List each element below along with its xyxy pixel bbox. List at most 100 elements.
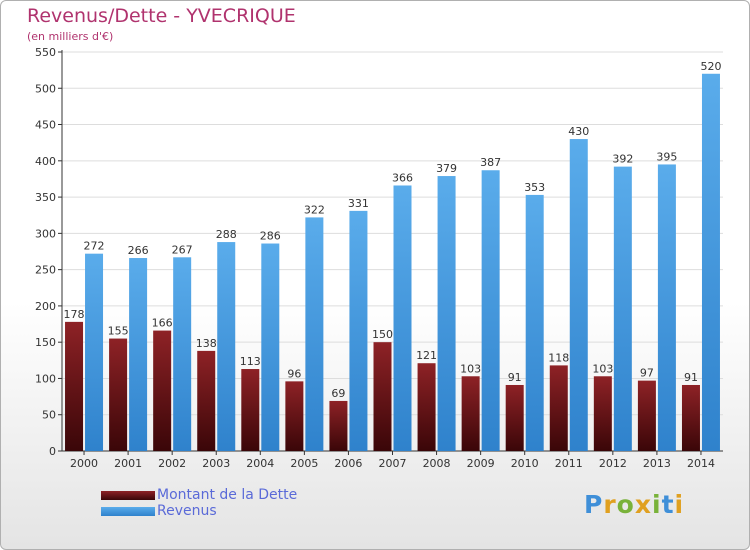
bar-revenue [701,73,720,451]
bar-revenue [657,164,676,452]
bar-debt [461,376,480,451]
logo-letter: P [584,490,604,519]
x-tick-label: 2003 [202,457,230,470]
y-tick-label: 550 [35,46,56,59]
data-label-debt: 121 [416,349,437,362]
legend-label-debt: Montant de la Dette [157,487,298,503]
bar-revenue [393,185,412,451]
bar-revenue [569,139,588,451]
data-label-revenue: 288 [216,228,237,241]
data-label-debt: 150 [372,328,393,341]
y-tick-label: 350 [35,191,56,204]
bar-debt [329,400,348,451]
logo-letter: t [661,490,675,519]
bar-debt [153,330,172,451]
data-label-debt: 103 [460,362,481,375]
x-tick-label: 2001 [114,457,142,470]
y-tick-label: 450 [35,119,56,132]
data-label-debt: 178 [64,308,85,321]
logo-letter: i [674,490,685,519]
data-label-revenue: 286 [260,230,281,243]
bar-revenue [85,253,104,451]
bar-revenue [173,257,192,451]
data-label-revenue: 266 [128,244,149,257]
data-label-revenue: 272 [84,240,105,253]
data-label-revenue: 387 [480,156,501,169]
data-label-debt: 96 [287,367,301,380]
legend: Montant de la Dette Revenus [101,487,297,519]
data-label-revenue: 395 [656,150,677,163]
legend-item-debt: Montant de la Dette [101,487,297,503]
legend-swatch-debt [101,490,155,500]
data-label-debt: 155 [108,325,129,338]
bar-debt [505,384,524,451]
x-tick-label: 2010 [511,457,539,470]
bar-debt [637,380,656,451]
bar-revenue [437,176,456,451]
chart-subtitle: (en milliers d'€) [27,30,114,43]
bar-revenue [525,194,544,451]
x-tick-label: 2000 [70,457,98,470]
bar-debt [109,338,128,451]
bar-debt [549,365,568,451]
logo-letter: i [652,490,662,519]
y-tick-label: 400 [35,155,56,168]
logo-letter: x [634,490,652,519]
x-tick-label: 2011 [555,457,583,470]
data-label-revenue: 267 [172,243,193,256]
y-tick-label: 250 [35,264,56,277]
data-label-debt: 103 [592,362,613,375]
bar-revenue [217,242,236,451]
data-label-debt: 118 [548,351,569,364]
logo-letter: o [616,490,635,519]
bar-revenue [129,258,148,451]
x-tick-label: 2006 [334,457,362,470]
bar-revenue [481,170,500,451]
y-tick-label: 500 [35,82,56,95]
bar-revenue [261,243,280,451]
bar-revenue [305,217,324,451]
data-label-revenue: 353 [524,181,545,194]
y-tick-label: 0 [49,445,56,458]
y-tick-label: 200 [35,300,56,313]
y-tick-label: 150 [35,336,56,349]
bar-revenue [613,166,632,451]
x-tick-label: 2008 [423,457,451,470]
x-tick-label: 2002 [158,457,186,470]
x-tick-label: 2009 [467,457,495,470]
data-label-debt: 97 [640,367,654,380]
bar-debt [593,376,612,451]
data-label-debt: 91 [508,371,522,384]
legend-label-revenue: Revenus [157,503,217,519]
data-label-revenue: 331 [348,197,369,210]
data-label-revenue: 322 [304,203,325,216]
bar-debt [241,369,260,451]
bar-revenue [349,210,368,451]
chart-title: Revenus/Dette - YVECRIQUE [27,5,296,27]
proxiti-logo: Proxiti [584,490,684,519]
x-tick-label: 2012 [599,457,627,470]
y-tick-label: 100 [35,372,56,385]
bar-debt [417,363,436,451]
data-label-revenue: 379 [436,162,457,175]
bar-debt [65,321,84,451]
data-label-revenue: 366 [392,171,413,184]
legend-item-revenue: Revenus [101,503,297,519]
y-tick-label: 300 [35,227,56,240]
y-tick-label: 50 [42,409,56,422]
data-label-revenue: 520 [700,60,721,73]
data-label-debt: 138 [196,337,217,350]
legend-swatch-revenue [101,506,155,516]
x-tick-label: 2005 [290,457,318,470]
x-tick-label: 2007 [379,457,407,470]
bar-debt [373,342,392,451]
data-label-debt: 91 [684,371,698,384]
data-label-debt: 113 [240,355,261,368]
data-label-debt: 69 [331,387,345,400]
data-label-debt: 166 [152,317,173,330]
bar-debt [285,381,304,451]
x-tick-label: 2004 [246,457,274,470]
logo-letter: r [603,490,617,519]
